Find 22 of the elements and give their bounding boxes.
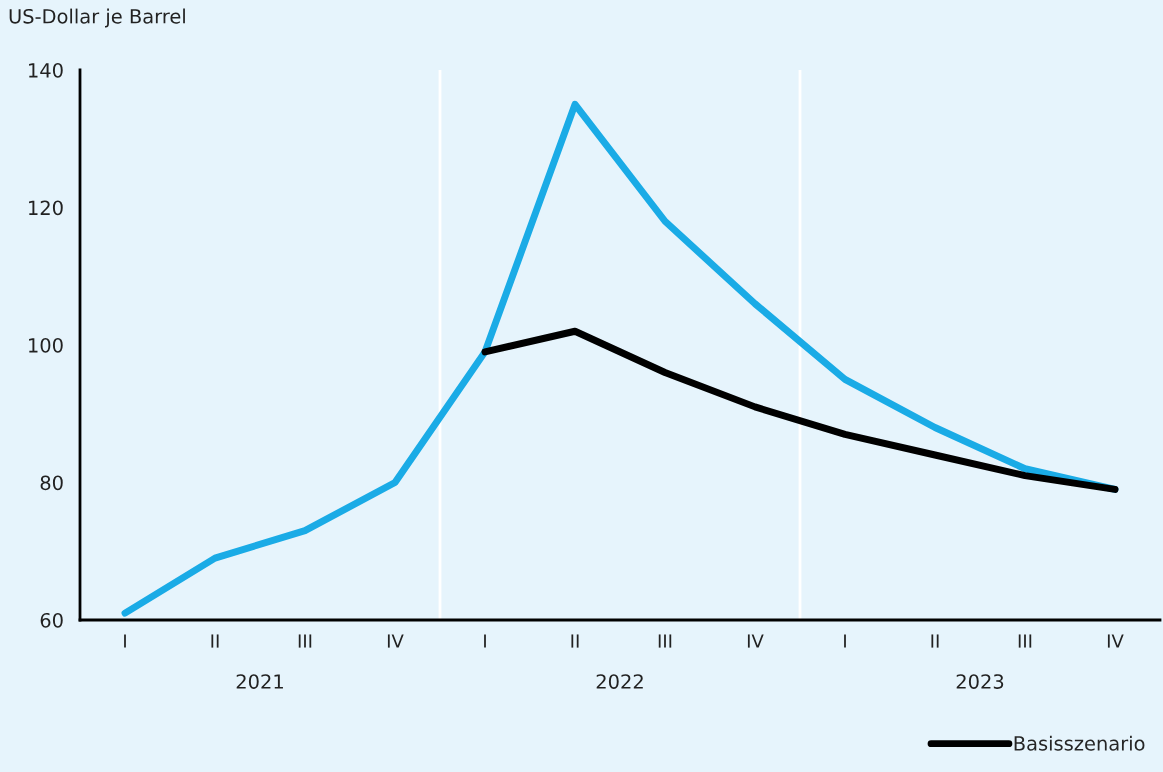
x-tick-label: III [1018, 634, 1032, 648]
y-tick-label: 100 [29, 337, 63, 353]
x-tick-label: I [844, 634, 846, 648]
y-tick-label: 80 [40, 475, 63, 491]
x-tick-label: II [211, 634, 219, 648]
x-tick-label: IV [1107, 634, 1124, 648]
y-tick-label: 120 [29, 200, 63, 216]
legend-label: Basisszenario [1014, 735, 1145, 751]
x-tick-label: III [298, 634, 312, 648]
x-tick-label: III [658, 634, 672, 648]
x-tick-label: IV [747, 634, 764, 648]
x-tick-label: II [571, 634, 579, 648]
x-tick-label: II [931, 634, 939, 648]
y-axis-title: US-Dollar je Barrel [9, 8, 185, 28]
x-tick-label: I [124, 634, 126, 648]
x-tick-label: I [484, 634, 486, 648]
text: 2023 [956, 674, 1004, 689]
y-tick-label: 140 [29, 62, 63, 78]
text: 2022 [596, 674, 643, 689]
y-tick-label: 60 [40, 612, 63, 628]
x-tick-label: IV [387, 634, 404, 648]
text: 2021 [236, 674, 283, 689]
